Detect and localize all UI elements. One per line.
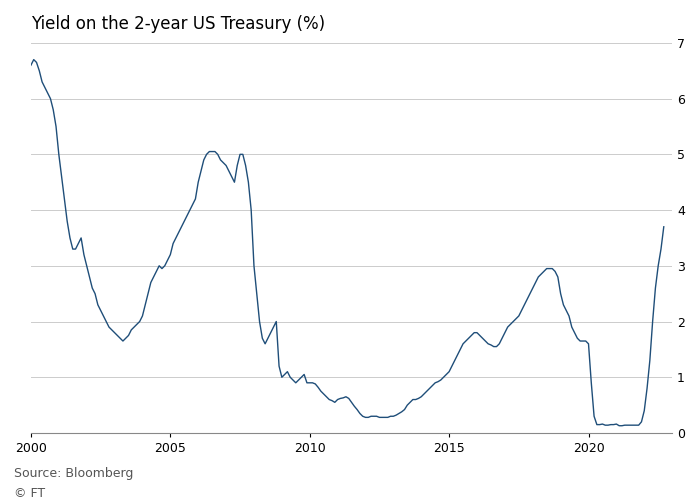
Text: © FT: © FT	[14, 487, 45, 500]
Text: Yield on the 2-year US Treasury (%): Yield on the 2-year US Treasury (%)	[31, 15, 325, 33]
Text: Source: Bloomberg: Source: Bloomberg	[14, 467, 134, 480]
